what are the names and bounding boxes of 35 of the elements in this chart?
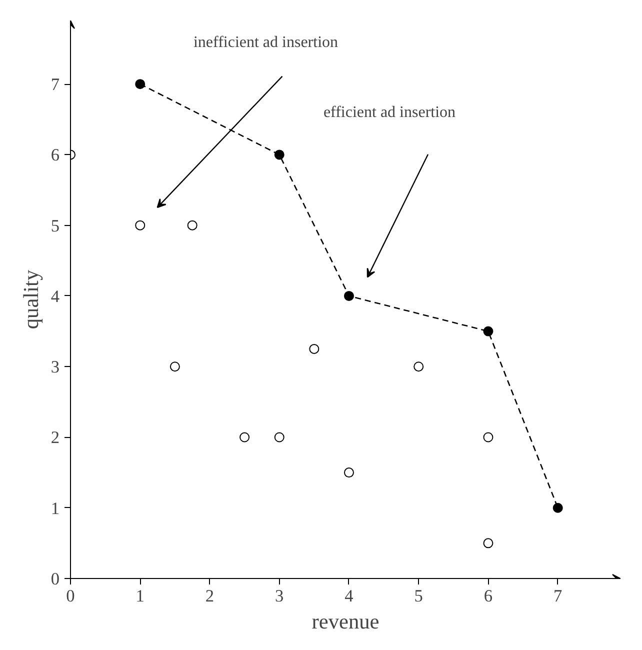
y-tick-label: 5 xyxy=(50,216,60,236)
point xyxy=(135,79,146,90)
point xyxy=(170,362,180,372)
x-tick-label: 2 xyxy=(205,586,214,606)
point xyxy=(414,362,424,372)
point xyxy=(240,432,250,442)
x-tick-label: 5 xyxy=(414,586,423,606)
y-tick-label: 7 xyxy=(50,75,60,94)
y-tick-label: 3 xyxy=(50,358,60,377)
x-tick-label: 0 xyxy=(66,586,75,606)
point xyxy=(274,150,284,160)
x-tick-label: 1 xyxy=(136,586,144,606)
point xyxy=(274,432,284,442)
point xyxy=(135,220,146,230)
point xyxy=(483,538,494,548)
y-tick-label: 4 xyxy=(50,286,60,306)
x-tick-label: 4 xyxy=(344,586,354,606)
annotation: inefficient ad insertion xyxy=(193,34,338,52)
y-axis-title: quality xyxy=(18,270,43,330)
point xyxy=(483,326,494,336)
point xyxy=(309,344,320,354)
y-tick-label: 2 xyxy=(50,428,60,448)
x-axis-title: revenue xyxy=(312,610,380,634)
y-tick-label: 6 xyxy=(50,146,60,165)
point xyxy=(344,468,354,478)
point xyxy=(483,432,494,442)
point xyxy=(187,220,198,230)
x-tick-label: 3 xyxy=(275,586,284,606)
x-tick-label: 6 xyxy=(484,586,493,606)
point xyxy=(344,290,354,301)
point xyxy=(552,502,563,513)
y-tick-label: 0 xyxy=(50,570,60,588)
x-tick-label: 7 xyxy=(554,586,563,606)
annotation: efficient ad insertion xyxy=(323,104,456,121)
y-tick-label: 1 xyxy=(50,498,60,518)
